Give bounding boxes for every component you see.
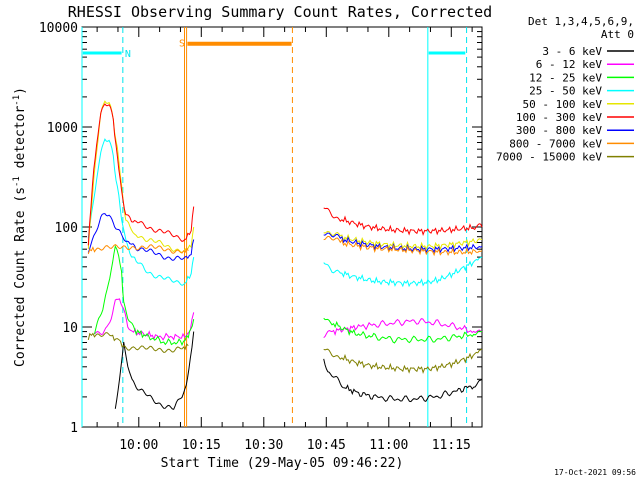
legend-label: 50 - 100 keV (523, 98, 603, 111)
series-line (87, 103, 195, 246)
x-axis: 10:00 10:15 10:30 10:45 11:00 11:15 (96, 27, 473, 453)
legend-label: 300 - 800 keV (516, 124, 602, 137)
legend-label: 6 - 12 keV (536, 58, 603, 71)
flag-label: N (125, 49, 131, 60)
series-line (323, 235, 483, 257)
y-tick-label: 100 (55, 221, 78, 236)
y-tick-label: 10 (62, 321, 78, 336)
legend-label: 3 - 6 keV (542, 45, 602, 58)
timestamp: 17-Oct-2021 09:56 (554, 468, 636, 477)
x-tick-label: 10:15 (182, 438, 221, 453)
series-line (87, 213, 195, 261)
series-line (323, 317, 483, 344)
series-lines (87, 100, 483, 410)
legend-label: 7000 - 15000 keV (496, 151, 602, 164)
y-axis-label-sup2: -1 (12, 95, 22, 106)
series-line (87, 100, 195, 253)
plot-markers (81, 27, 468, 427)
chart-title: RHESSI Observing Summary Count Rates, Co… (68, 3, 492, 21)
series-line (323, 230, 483, 251)
x-tick-label: 10:00 (119, 438, 158, 453)
legend-header: Det 1,3,4,5,6,9, (528, 15, 634, 28)
series-line (94, 298, 195, 341)
y-tick-label: 10000 (39, 21, 78, 36)
legend-header-2: Att 0 (601, 28, 634, 41)
series-line (323, 318, 483, 339)
series-line (323, 358, 483, 403)
series-line (323, 207, 483, 237)
y-axis-label-end: ) (13, 87, 28, 95)
series-line (323, 256, 483, 288)
x-axis-label: Start Time (29-May-05 09:46:22) (161, 456, 404, 471)
x-tick-label: 10:45 (307, 438, 346, 453)
series-line (114, 331, 195, 410)
legend-label: 100 - 300 keV (516, 111, 602, 124)
y-axis-label: Corrected Count Rate (s-1 detector-1) (12, 87, 28, 367)
series-line (87, 332, 189, 354)
legend-label: 12 - 25 keV (529, 71, 602, 84)
x-tick-label: 11:15 (432, 438, 471, 453)
y-axis: 1 10 100 1000 10000 (39, 21, 482, 436)
y-axis-label-sup1: -1 (12, 176, 22, 187)
y-tick-label: 1000 (47, 121, 78, 136)
y-axis-label-mid: detector (13, 106, 28, 177)
legend-label: 800 - 7000 keV (509, 137, 602, 150)
flag-label: S (179, 38, 185, 49)
x-tick-label: 10:30 (244, 438, 283, 453)
x-tick-label: 11:00 (369, 438, 408, 453)
series-line (87, 244, 189, 255)
series-line (323, 348, 483, 374)
series-line (87, 138, 195, 286)
series-line (94, 244, 195, 347)
y-tick-label: 1 (70, 421, 78, 436)
legend-label: 25 - 50 keV (529, 85, 602, 98)
flags: NS (125, 38, 185, 59)
